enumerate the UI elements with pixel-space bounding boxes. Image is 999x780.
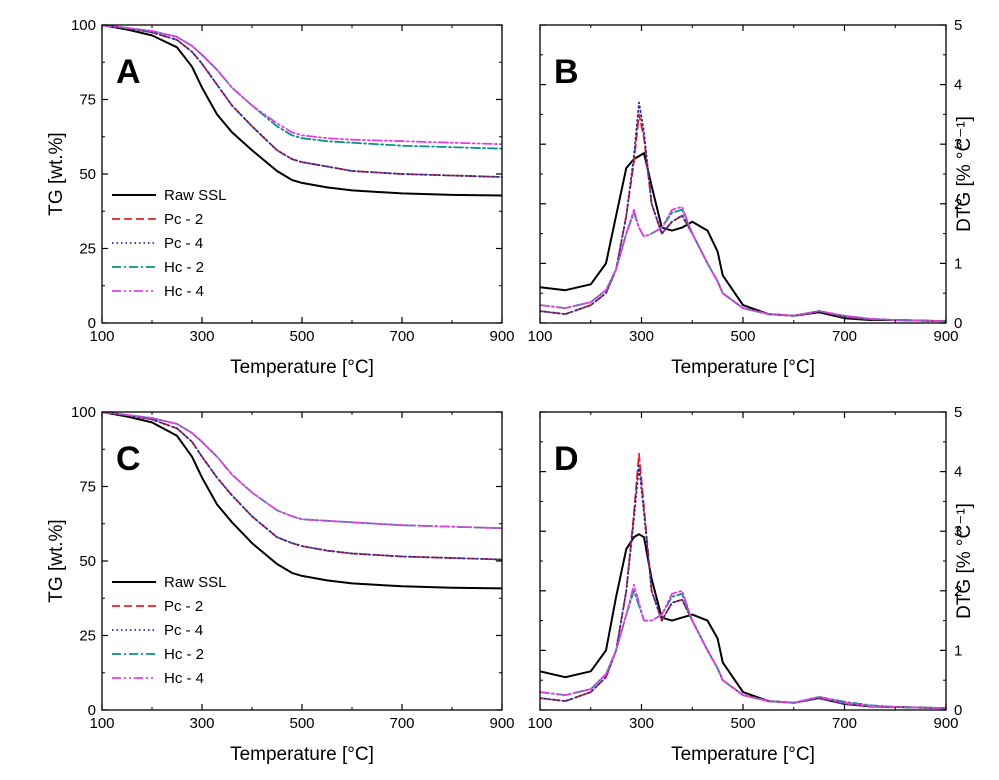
x-tick-label: 700 (389, 715, 414, 732)
x-tick-label: 900 (933, 328, 958, 345)
y-tick-label: 1 (954, 255, 962, 272)
x-tick-label: 100 (89, 715, 114, 732)
x-tick-label: 100 (527, 715, 552, 732)
x-tick-label: 100 (89, 328, 114, 345)
series-line-pc-4 (102, 412, 502, 561)
series-line-pc-2 (540, 452, 946, 710)
y-tick-label: 0 (954, 702, 962, 719)
x-tick-label: 700 (832, 328, 857, 345)
y-tick-label: 50 (79, 553, 96, 570)
y-tick-label: 5 (954, 17, 962, 34)
x-axis-title: Temperature [°C] (671, 744, 815, 765)
y-tick-label: 25 (79, 241, 96, 258)
x-axis-title: Temperature [°C] (230, 744, 374, 765)
y-tick-label: 50 (79, 166, 96, 183)
plot-frame (539, 24, 947, 324)
x-tick-label: 300 (629, 715, 654, 732)
panel-letter: C (116, 440, 141, 478)
legend-label: Raw SSL (164, 187, 227, 204)
series-line-hc-4 (102, 412, 502, 530)
series-line-raw-ssl (540, 152, 946, 323)
series-line-hc-2 (540, 208, 946, 323)
series-line-hc-4 (102, 25, 502, 146)
x-tick-label: 500 (289, 328, 314, 345)
x-tick-label: 300 (629, 328, 654, 345)
plot-frame (539, 411, 947, 711)
y-axis-title: DTG [% °C⁻¹] (954, 503, 975, 619)
legend-label: Hc - 2 (164, 646, 204, 663)
legend-label: Hc - 4 (164, 283, 204, 300)
x-tick-label: 900 (489, 328, 514, 345)
series-line-raw-ssl (102, 25, 502, 197)
y-tick-label: 100 (71, 17, 96, 34)
panel-letter: B (554, 53, 579, 91)
x-axis-title: Temperature [°C] (230, 357, 374, 378)
y-tick-label: 0 (88, 315, 96, 332)
panel-letter: A (116, 53, 141, 91)
panel-a: 100 300 500 700 900 0 25 50 75 100 Temperature [°C… (46, 17, 515, 378)
legend-label: Pc - 2 (164, 211, 203, 228)
series-line-pc-2 (102, 25, 502, 178)
legend-label: Hc - 4 (164, 670, 204, 687)
y-tick-label: 75 (79, 479, 96, 496)
series-line-hc-2 (102, 412, 502, 530)
y-axis-title: DTG [% °C⁻¹] (954, 116, 975, 232)
x-tick-label: 900 (933, 715, 958, 732)
y-axis-title: TG [wt.%] (46, 519, 67, 602)
plot-frame (101, 24, 503, 324)
x-tick-label: 100 (527, 328, 552, 345)
series-line-hc-4 (540, 205, 946, 323)
legend-label: Pc - 2 (164, 598, 203, 615)
series-line-pc-2 (540, 113, 946, 323)
y-tick-label: 25 (79, 628, 96, 645)
x-tick-label: 700 (389, 328, 414, 345)
legend-label: Pc - 4 (164, 235, 203, 252)
y-tick-label: 2 (954, 196, 962, 213)
y-tick-label: 4 (954, 77, 962, 94)
series-line-pc-2 (102, 412, 502, 561)
legend: Raw SSL Pc - 2 Pc - 4 Hc - 2 Hc - 4 (112, 574, 227, 687)
legend: Raw SSL Pc - 2 Pc - 4 Hc - 2 Hc - 4 (112, 187, 227, 300)
legend-label: Raw SSL (164, 574, 227, 591)
y-tick-label: 100 (71, 404, 96, 421)
panel-c: 100 300 500 700 900 0 25 50 75 100 Temperature [°C… (46, 404, 515, 765)
y-axis-title: TG [wt.%] (46, 132, 67, 215)
x-axis-title: Temperature [°C] (671, 357, 815, 378)
x-tick-label: 700 (832, 715, 857, 732)
x-tick-label: 500 (730, 715, 755, 732)
series-line-pc-4 (540, 464, 946, 710)
series-line-pc-4 (540, 101, 946, 323)
y-tick-label: 0 (88, 702, 96, 719)
panel-letter: D (554, 440, 579, 478)
y-tick-label: 2 (954, 583, 962, 600)
y-tick-label: 5 (954, 404, 962, 421)
y-tick-label: 3 (954, 523, 962, 540)
x-tick-label: 900 (489, 715, 514, 732)
x-tick-label: 500 (730, 328, 755, 345)
x-tick-label: 500 (289, 715, 314, 732)
series-line-raw-ssl (102, 412, 502, 590)
y-tick-label: 75 (79, 92, 96, 109)
y-tick-label: 4 (954, 464, 962, 481)
series-line-pc-4 (102, 25, 502, 178)
y-tick-label: 1 (954, 642, 962, 659)
x-tick-label: 300 (189, 328, 214, 345)
x-tick-label: 300 (189, 715, 214, 732)
y-tick-label: 3 (954, 136, 962, 153)
legend-label: Hc - 2 (164, 259, 204, 276)
series-line-hc-4 (540, 583, 946, 710)
series-line-hc-2 (102, 25, 502, 150)
plot-frame (101, 411, 503, 711)
y-tick-label: 0 (954, 315, 962, 332)
legend-label: Pc - 4 (164, 622, 203, 639)
